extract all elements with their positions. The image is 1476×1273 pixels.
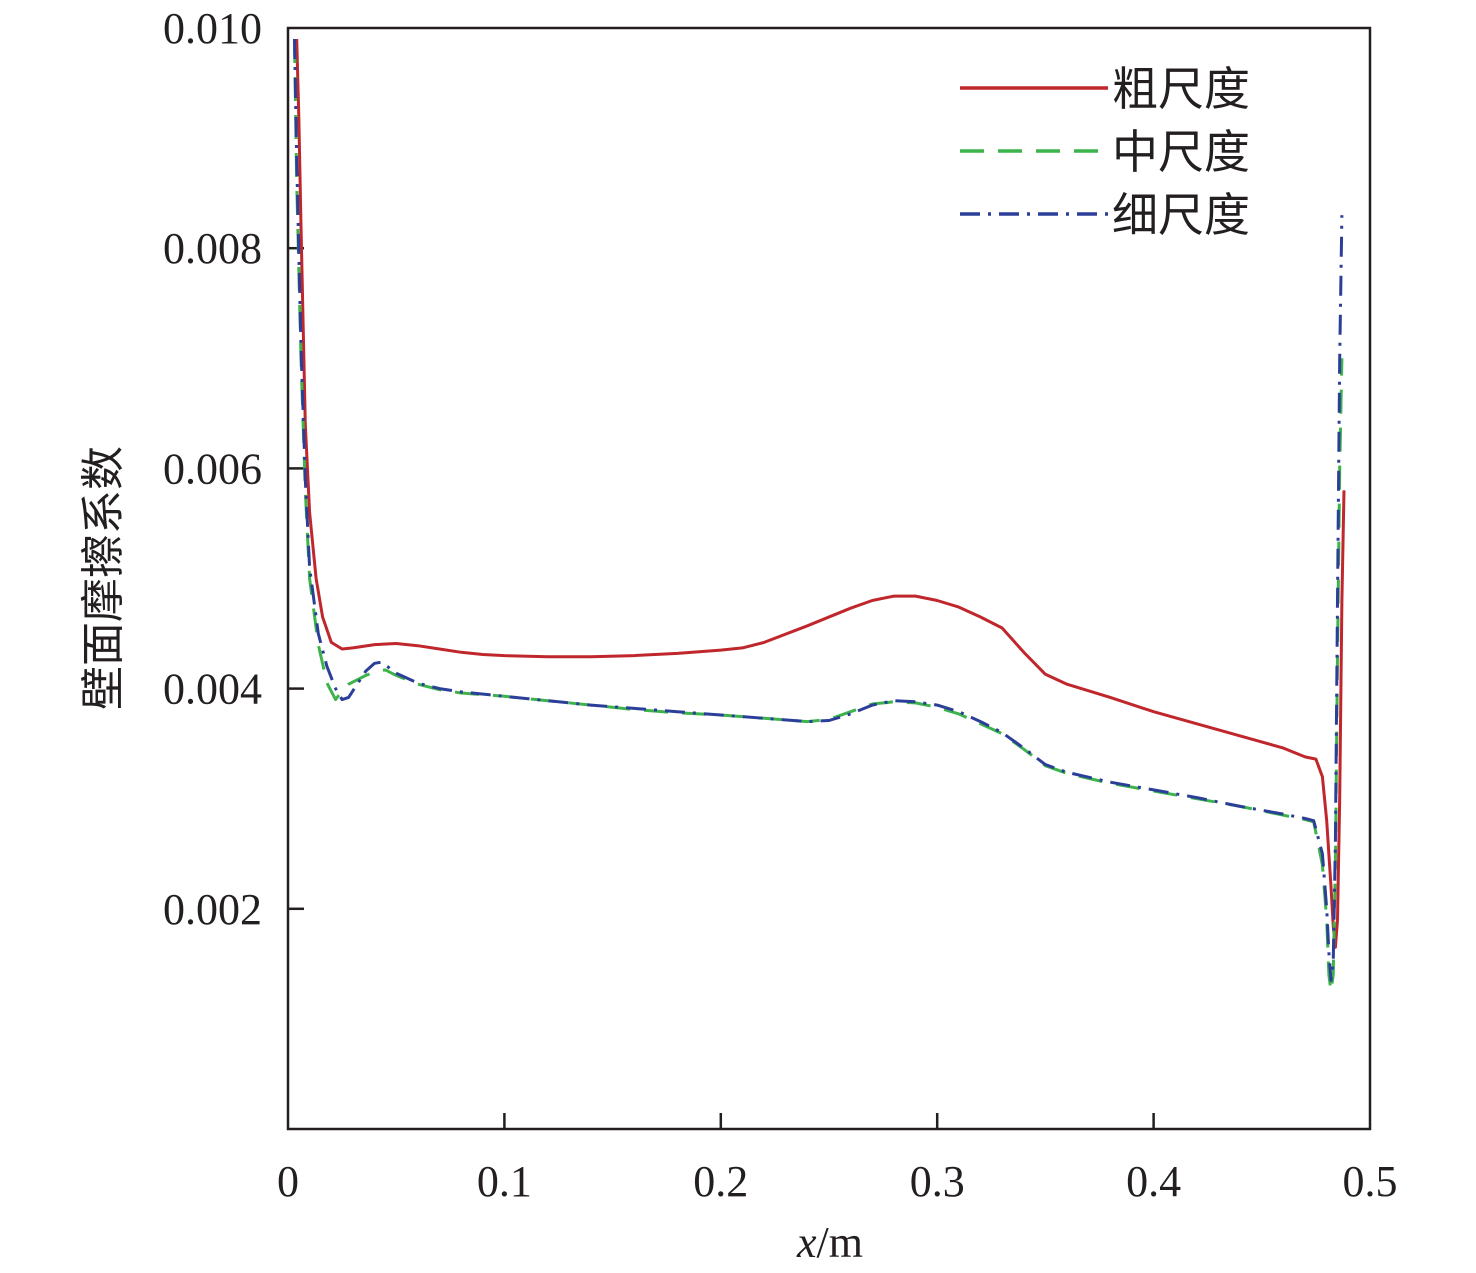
x-axis-title-var: x	[796, 1218, 817, 1267]
x-axis-title-unit: /m	[817, 1218, 863, 1267]
x-axis-ticks: 0 0.1 0.2 0.3 0.4 0.5	[277, 1113, 1398, 1206]
y-tick-label: 0.002	[163, 885, 262, 934]
y-tick-label: 0.008	[163, 224, 262, 273]
y-tick-label: 0.004	[163, 665, 262, 714]
x-axis-title: x/m	[796, 1218, 863, 1267]
y-tick-label: 0.010	[163, 4, 262, 53]
x-tick-label: 0.2	[693, 1157, 748, 1206]
x-tick-label: 0.5	[1343, 1157, 1398, 1206]
series-line-coarse	[295, 38, 1346, 949]
legend-label-medium: 中尺度	[1112, 125, 1250, 179]
x-tick-label: 0	[277, 1157, 299, 1206]
y-axis-title: 壁面摩擦系数	[78, 446, 129, 710]
series-line-fine	[293, 38, 1344, 982]
legend-label-coarse: 粗尺度	[1112, 62, 1250, 116]
x-tick-label: 0.3	[910, 1157, 965, 1206]
legend-label-fine: 细尺度	[1112, 188, 1250, 242]
plot-frame	[286, 26, 1372, 1131]
legend: 粗尺度 中尺度 细尺度	[960, 62, 1250, 242]
series-line-medium	[293, 38, 1344, 993]
y-axis-ticks: 0.002 0.004 0.006 0.008 0.010	[163, 4, 304, 934]
x-tick-label: 0.1	[477, 1157, 532, 1206]
y-tick-label: 0.006	[163, 444, 262, 493]
series-layer	[293, 38, 1346, 993]
x-tick-label: 0.4	[1126, 1157, 1181, 1206]
